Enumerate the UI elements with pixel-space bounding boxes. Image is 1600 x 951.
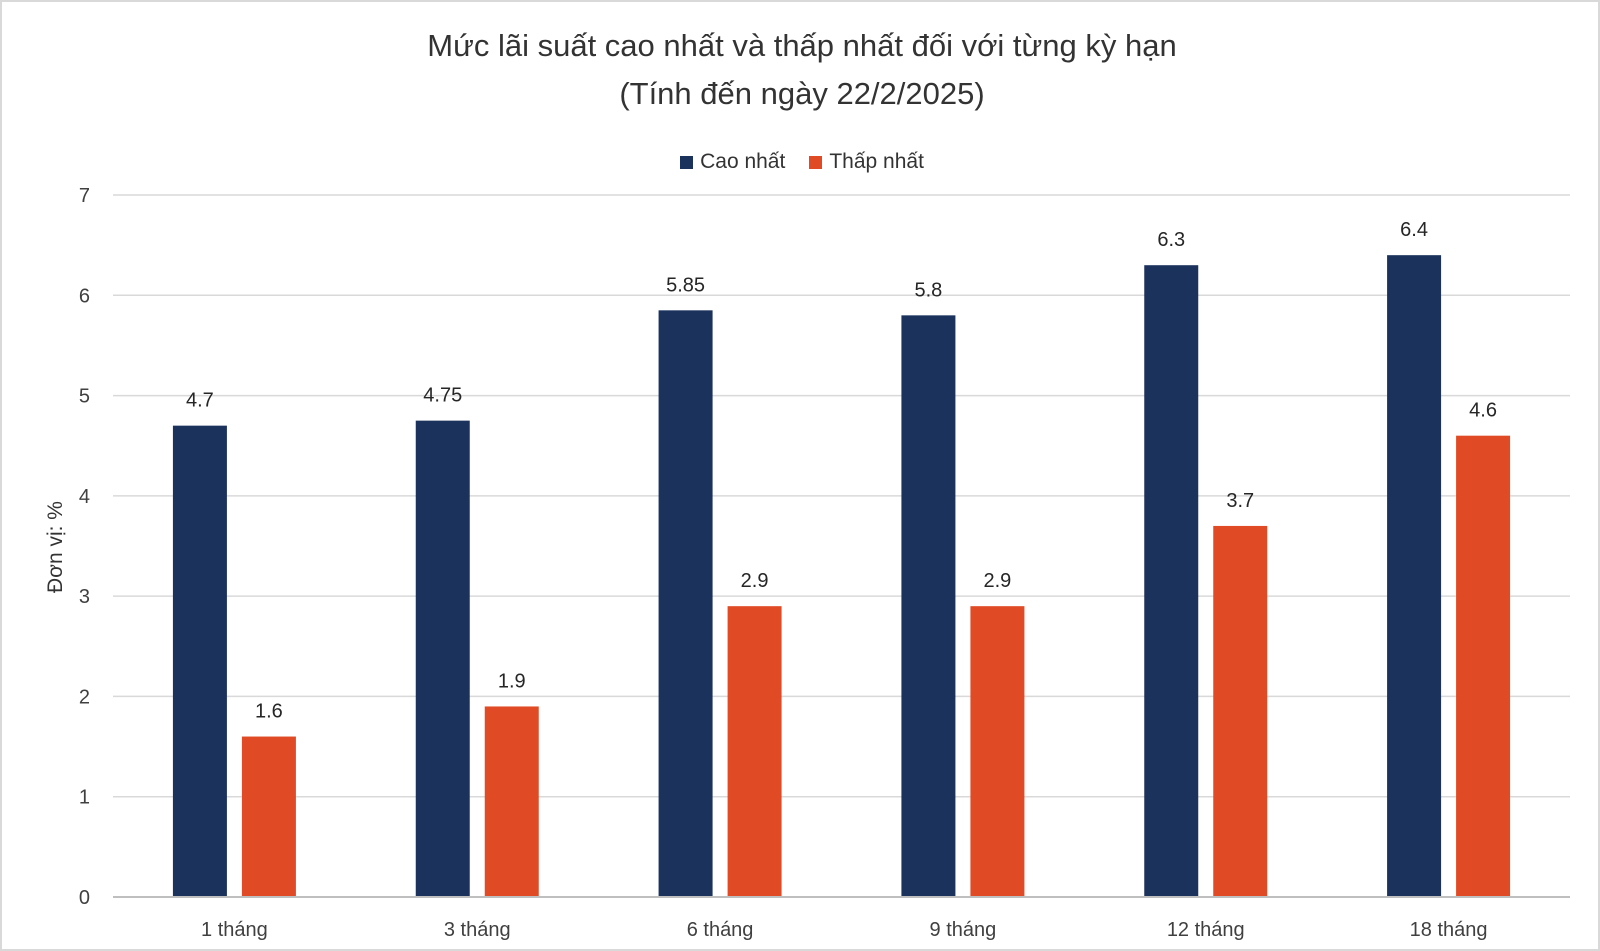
bar-series-0-cat-2 — [658, 310, 713, 897]
data-label-series-0-cat-0: 4.7 — [186, 390, 214, 412]
x-tick-label-0: 1 tháng — [201, 919, 268, 941]
bar-series-1-cat-5 — [1456, 435, 1511, 897]
bar-series-0-cat-5 — [1387, 255, 1442, 897]
x-tick-label-1: 3 tháng — [444, 919, 511, 941]
bar-series-1-cat-4 — [1213, 525, 1268, 897]
data-label-series-0-cat-5: 6.4 — [1400, 219, 1428, 241]
data-label-series-1-cat-3: 2.9 — [984, 570, 1012, 592]
data-label-series-0-cat-2: 5.85 — [666, 274, 705, 296]
x-tick-label-5: 18 tháng — [1410, 919, 1488, 941]
data-label-series-1-cat-2: 2.9 — [741, 570, 769, 592]
x-tick-label-3: 9 tháng — [930, 919, 997, 941]
legend-swatch-series-0 — [680, 155, 694, 169]
bar-series-0-cat-3 — [901, 315, 956, 897]
y-tick-label-0: 0 — [79, 887, 90, 909]
chart-legend: Cao nhất Thấp nhất — [2, 150, 1600, 174]
x-tick-label-2: 6 tháng — [687, 919, 754, 941]
y-tick-label-2: 2 — [79, 686, 90, 708]
bar-series-1-cat-3 — [970, 606, 1025, 897]
bar-series-1-cat-2 — [727, 606, 782, 897]
legend-swatch-series-1 — [809, 155, 823, 169]
y-tick-label-4: 4 — [79, 486, 90, 508]
data-label-series-1-cat-4: 3.7 — [1226, 490, 1254, 512]
data-label-series-1-cat-5: 4.6 — [1469, 400, 1497, 422]
y-tick-label-6: 6 — [79, 285, 90, 307]
data-label-series-0-cat-4: 6.3 — [1157, 229, 1185, 251]
y-tick-label-5: 5 — [79, 386, 90, 408]
chart-title: Mức lãi suất cao nhất và thấp nhất đối v… — [427, 28, 1177, 63]
bar-series-0-cat-4 — [1144, 265, 1199, 897]
chart-subtitle: (Tính đến ngày 22/2/2025) — [619, 76, 985, 111]
bar-series-0-cat-0 — [172, 425, 227, 897]
bar-series-0-cat-1 — [415, 420, 470, 897]
legend-label-series-1: Thấp nhất — [829, 150, 924, 173]
legend-item-series-0[interactable]: Cao nhất — [680, 150, 785, 174]
legend-item-series-1[interactable]: Thấp nhất — [809, 150, 924, 174]
bar-series-1-cat-1 — [484, 706, 539, 897]
data-label-series-0-cat-3: 5.8 — [915, 279, 943, 301]
legend-label-series-0: Cao nhất — [700, 150, 786, 173]
data-label-series-1-cat-1: 1.9 — [498, 670, 526, 692]
bar-series-1-cat-0 — [241, 736, 296, 897]
data-label-series-0-cat-1: 4.75 — [423, 385, 462, 407]
y-tick-label-3: 3 — [79, 586, 90, 608]
y-tick-label-7: 7 — [79, 185, 90, 207]
x-tick-label-4: 12 tháng — [1167, 919, 1245, 941]
data-label-series-1-cat-0: 1.6 — [255, 701, 283, 723]
y-tick-label-1: 1 — [79, 787, 90, 809]
